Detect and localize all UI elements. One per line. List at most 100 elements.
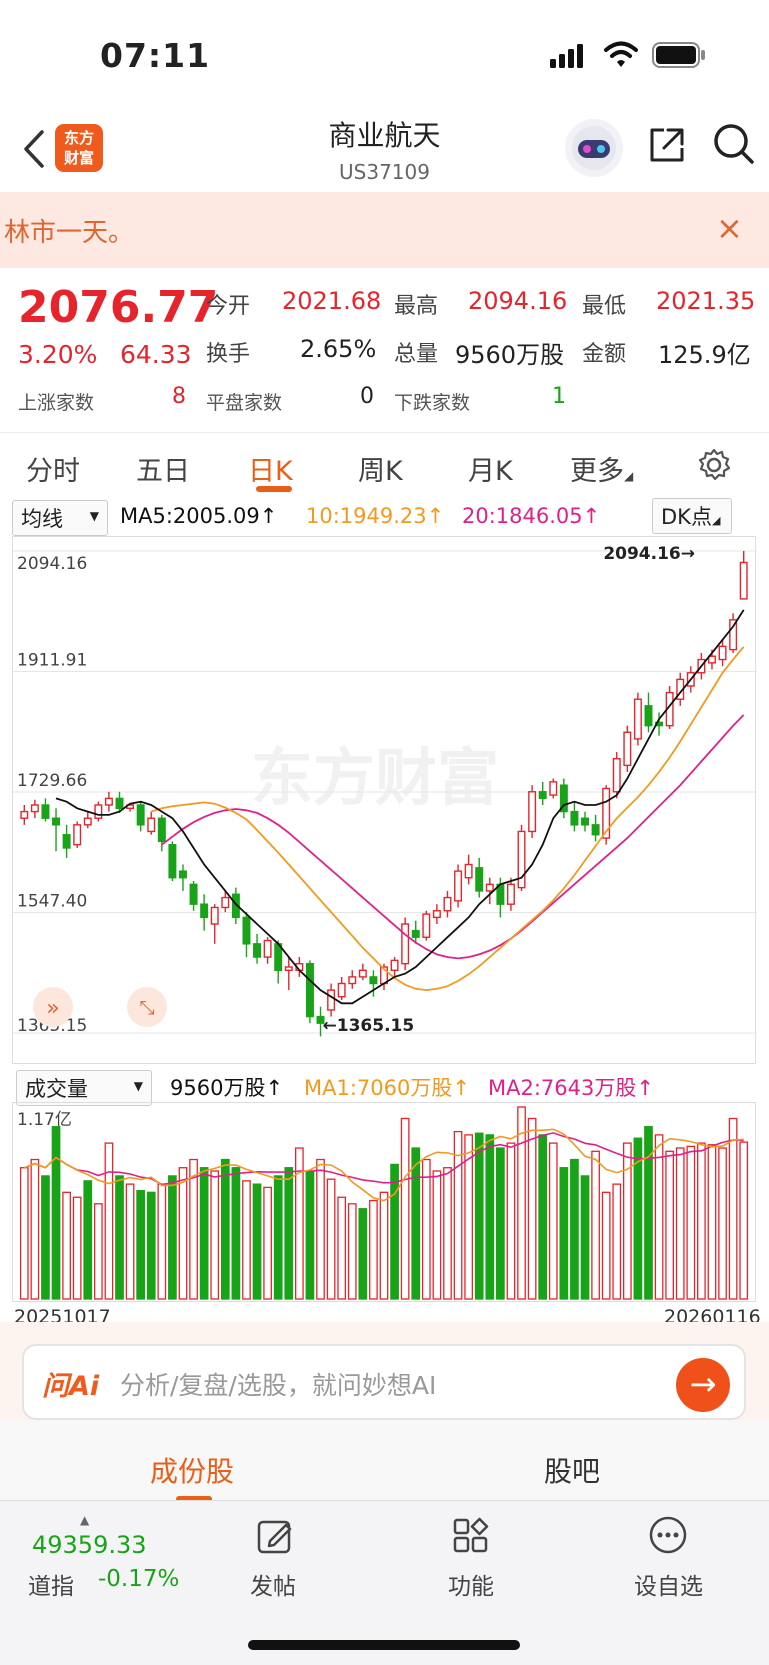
index-value[interactable]: 49359.33 [32,1531,147,1559]
candle-up [210,906,219,925]
edit-post-icon[interactable] [256,1517,294,1555]
candle-up [348,976,357,985]
candle-up [506,883,515,905]
candle-up [284,966,293,971]
ma-selector[interactable]: 均线 ▼ [12,500,108,536]
candle-down [115,797,124,810]
candle-down [41,804,50,819]
volume-bar-up [622,1142,632,1300]
post-label[interactable]: 发帖 [250,1574,296,1600]
turnover-label: 换手 [206,342,251,367]
fullscreen-button [127,987,167,1027]
candle-up [443,896,452,912]
candle-up [718,645,727,661]
ma20-value: 20:1846.05↑ [462,504,601,528]
volume-bar-down [199,1167,209,1300]
volume-bar-down [559,1167,569,1300]
volume-bar-down [231,1167,241,1300]
close-icon[interactable]: × [716,209,743,247]
ai-assistant-icon[interactable] [564,118,624,178]
kline-chart[interactable]: 东方财富2094.161911.911729.661547.401365.152… [12,536,757,1064]
volume-bar-up [19,1167,29,1300]
candle-down [316,1015,325,1024]
share-icon[interactable] [646,124,688,166]
candle-down [157,817,166,843]
candle-up [20,810,29,819]
watchlist-label[interactable]: 设自选 [634,1574,703,1600]
dk-point-button[interactable]: DK点◢ [652,498,732,534]
vol-ma1-value: MA1:7060万股↑ [304,1076,470,1100]
notice-banner[interactable]: 林市一天。 × [0,192,769,268]
search-icon[interactable] [712,122,756,166]
candle-up [337,982,346,998]
candle-down [475,867,484,892]
volume-bar-up [443,1167,452,1300]
tab-intraday[interactable]: 分时 [26,456,80,487]
volume-bar-up [686,1145,696,1300]
volume-svg: 1.17亿 [17,1106,749,1300]
tab-more[interactable]: 更多◢ [570,449,633,488]
double-chevron-icon: » [46,996,59,1021]
index-change[interactable]: -0.17% [98,1566,180,1592]
candle-up [549,781,558,796]
candle-down [189,883,198,905]
volume-bar-up [675,1147,685,1300]
app-logo: 东方 财富 [55,124,103,172]
turnover-value: 2.65% [300,335,377,363]
volume-bar-down [136,1190,146,1300]
caret-icon: ◢ [711,514,721,527]
candle-up [30,804,39,813]
active-tab-indicator [256,486,292,492]
up-count: 8 [172,384,186,409]
volume-bar-up [125,1183,135,1300]
function-grid-icon[interactable] [452,1517,490,1555]
volume-bar-up [93,1203,103,1300]
volume-bar-up [421,1158,431,1300]
volume-chart[interactable]: 1.17亿 [12,1102,756,1302]
tab-five-day[interactable]: 五日 [136,456,190,487]
candle-up [83,817,92,826]
arrow-right-icon[interactable]: → [676,1358,730,1412]
ai-input-placeholder[interactable]: 分析/复盘/选股，就问妙想AI [120,1371,437,1400]
ai-search-bar[interactable]: 问Ai 分析/复盘/选股，就问妙想AI → [22,1344,746,1420]
candle-up [263,939,272,958]
content-tabs: 成份股 股吧 [0,1420,769,1502]
candle-up [633,698,642,740]
open-label: 今开 [206,294,251,319]
volume-bar-down [41,1175,50,1300]
volume-bar-up [728,1117,738,1300]
dk-point-label: DK点 [661,505,712,529]
candle-up [612,758,621,793]
back-icon[interactable] [16,124,56,174]
function-label[interactable]: 功能 [448,1574,494,1600]
settings-gear-icon[interactable] [696,447,732,483]
tab-components[interactable]: 成份股 [150,1455,235,1488]
volume-bar-down [358,1208,368,1300]
candle-up [517,830,526,889]
tab-forum[interactable]: 股吧 [544,1455,601,1488]
volume-bar-down [570,1158,579,1300]
candle-down [538,791,547,800]
candle-down [253,943,262,958]
candle-up [390,959,399,971]
volume-bar-up [210,1170,220,1300]
index-name[interactable]: 道指 [28,1574,74,1600]
volume-bar-up [347,1203,357,1300]
high-value: 2094.16 [468,287,568,315]
down-count-label: 下跌家数 [394,392,471,414]
volume-bar-up [379,1191,389,1300]
more-options-icon[interactable] [648,1515,688,1555]
volume-selector[interactable]: 成交量 ▼ [16,1070,152,1106]
tab-daily-k[interactable]: 日K [248,456,293,487]
open-value: 2021.68 [282,287,382,315]
caret-down-icon: ◢ [624,469,634,483]
y-tick-label: 1547.40 [17,892,87,912]
volume-bar-down [146,1191,156,1300]
volume-bar-down [496,1147,505,1300]
tab-weekly-k[interactable]: 周K [358,456,403,487]
volume-bar-up [62,1191,71,1300]
volume-bar-down [305,1170,315,1300]
candle-down [52,817,61,826]
bottom-toolbar: ▲ 49359.33 道指 -0.17% 发帖 功能 设自选 [0,1500,769,1665]
tab-monthly-k[interactable]: 月K [468,456,513,487]
